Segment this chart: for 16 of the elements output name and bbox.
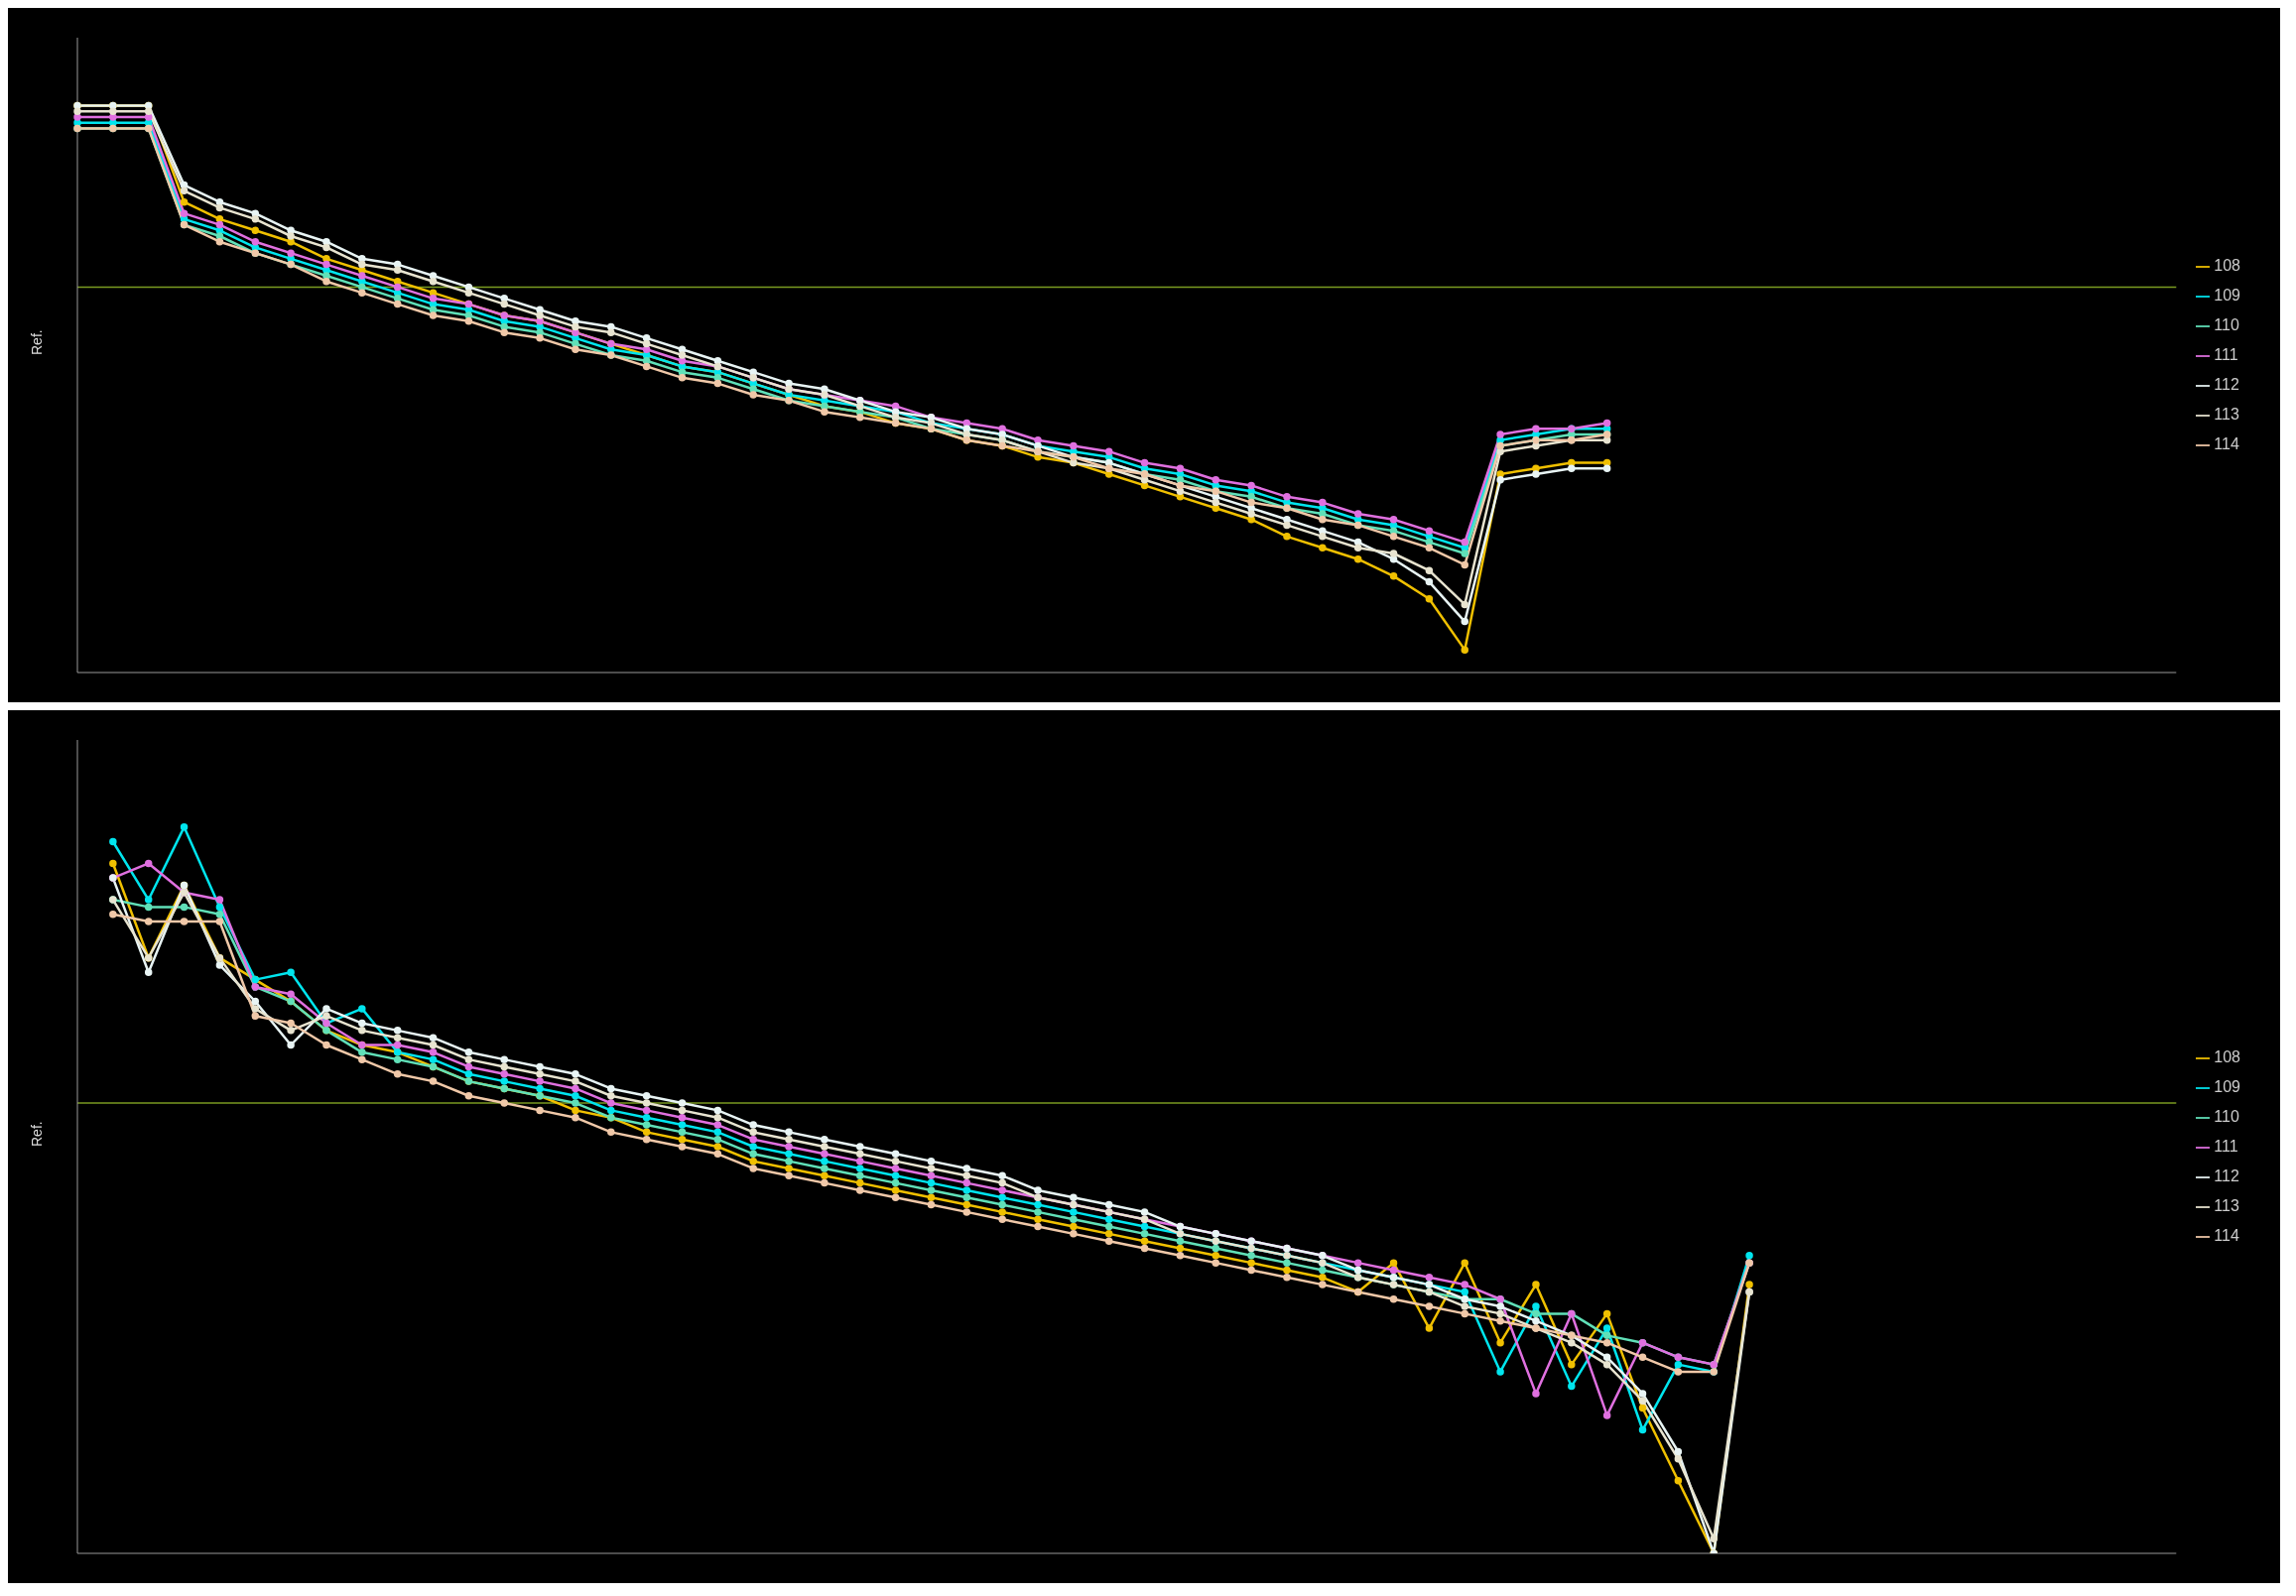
y-axis-title: Ref.	[28, 1121, 45, 1147]
legend-label: 109	[2214, 287, 2240, 304]
legend-label: 113	[2214, 406, 2239, 423]
legend-label: 108	[2214, 1048, 2240, 1065]
legend-label: 112	[2214, 376, 2239, 393]
legend-label: 108	[2214, 257, 2240, 274]
legend-label: 109	[2214, 1078, 2240, 1095]
y-axis-title: Ref.	[28, 329, 45, 355]
legend-label: 110	[2214, 1108, 2239, 1125]
legend-label: 114	[2214, 435, 2239, 452]
legend-label: 110	[2214, 316, 2239, 333]
legend-label: 113	[2214, 1197, 2239, 1214]
legend-label: 112	[2214, 1167, 2239, 1184]
legend-label: 111	[2214, 1138, 2238, 1155]
legend-label: 114	[2214, 1227, 2239, 1244]
legend-label: 111	[2214, 346, 2238, 363]
